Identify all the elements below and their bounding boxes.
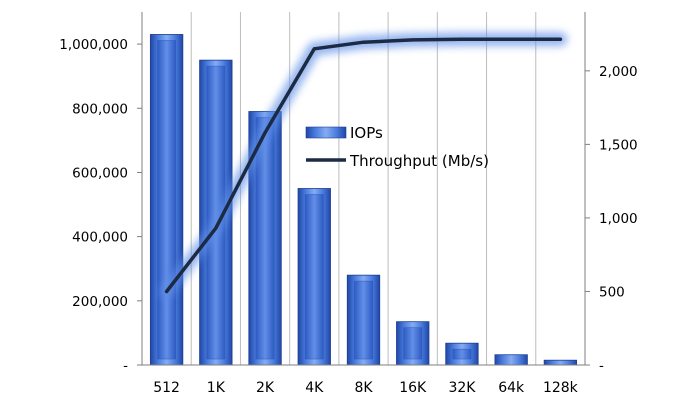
- bar-iops-inner-4K: [304, 194, 324, 360]
- x-axis-tick-label: 8K: [354, 380, 373, 396]
- right-axis-tick-label: -: [599, 358, 604, 374]
- throughput-point-16K: [411, 38, 415, 42]
- bar-iops-inner-16K: [403, 327, 423, 360]
- x-axis-tick-label: 512: [153, 380, 180, 396]
- legend-label-throughput: Throughput (Mb/s): [349, 152, 489, 170]
- x-axis-tick-label: 4K: [305, 380, 324, 396]
- x-axis-tick-label: 2K: [256, 380, 275, 396]
- x-axis-tick-label: 64k: [498, 380, 525, 396]
- left-axis-tick-label: 400,000: [72, 230, 128, 246]
- right-axis-tick-label: 1,500: [599, 137, 638, 153]
- left-axis-tick-label: 200,000: [72, 294, 128, 310]
- bar-iops-inner-512: [157, 40, 177, 360]
- x-axis-tick-label: 16K: [399, 380, 427, 396]
- right-axis-tick-label: 500: [599, 284, 625, 300]
- x-axis-tick-label: 1K: [207, 380, 226, 396]
- axes: - 200,000 400,000 600,000 800,000 1,000,000 - 5…: [59, 12, 638, 396]
- bar-iops-inner-2K: [255, 117, 275, 360]
- left-axis-tick-label: 800,000: [72, 101, 128, 117]
- x-axis-tick-label: 32K: [448, 380, 476, 396]
- left-axis-tick-label: 1,000,000: [59, 37, 128, 53]
- right-axis-tick-label: 1,000: [599, 211, 638, 227]
- throughput-point-512: [165, 289, 169, 293]
- throughput-point-32K: [460, 37, 464, 41]
- bar-iops-64k: [494, 354, 528, 366]
- throughput-point-1K: [214, 226, 218, 230]
- legend-swatch-iops: [305, 126, 347, 139]
- bar-iops-inner-32K: [452, 348, 472, 360]
- throughput-point-64k: [509, 37, 513, 41]
- legend: IOPs Throughput (Mb/s): [305, 124, 489, 170]
- x-axis-tick-label: 128k: [543, 380, 579, 396]
- throughput-line-group: [159, 32, 568, 299]
- right-axis-tick-label: 2,000: [599, 64, 638, 80]
- throughput-point-4K: [312, 47, 316, 51]
- bar-iops-128k: [543, 359, 578, 366]
- throughput-point-128k: [558, 37, 562, 41]
- iops-bars: [149, 34, 578, 366]
- left-axis-tick-label: -: [123, 358, 128, 374]
- legend-label-iops: IOPs: [350, 124, 383, 142]
- throughput-point-8K: [362, 40, 365, 44]
- left-axis-tick-label: 600,000: [72, 165, 128, 181]
- throughput-point-2K: [263, 131, 267, 135]
- bar-iops-inner-8K: [354, 280, 373, 360]
